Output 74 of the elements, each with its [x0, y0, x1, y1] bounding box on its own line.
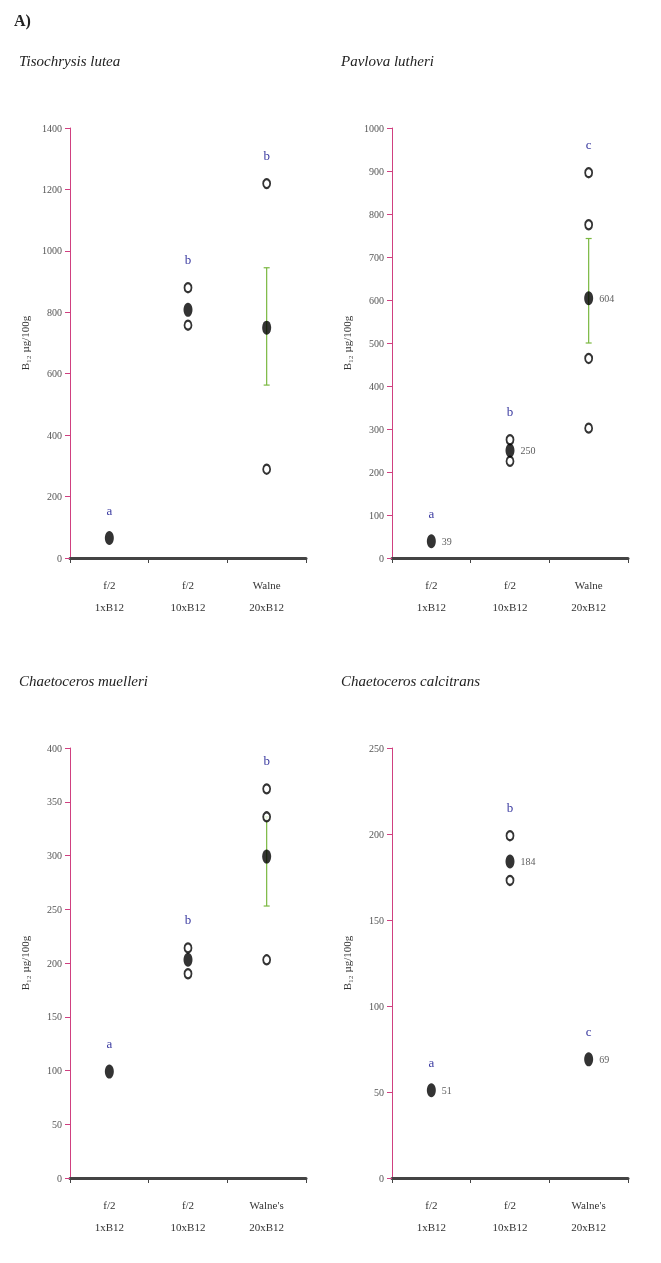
data-label: 604 [599, 292, 615, 304]
y-tick-label: 400 [369, 380, 384, 392]
annotation: b [263, 753, 270, 769]
y-tick-label: 900 [369, 165, 384, 177]
y-tick-label: 250 [369, 742, 384, 754]
chart-title: Pavlova lutheri [340, 52, 434, 69]
y-tick-label: 300 [369, 423, 384, 435]
y-tick-label: 200 [369, 828, 384, 840]
point [505, 874, 515, 886]
y-tick-label: 250 [47, 903, 62, 915]
y-axis-title: B₁₂ µg/100g [340, 935, 353, 991]
y-axis-title: B₁₂ µg/100g [18, 315, 31, 371]
annotation: a [428, 505, 435, 521]
y-tick-label: 100 [369, 509, 384, 521]
y-tick-label: 300 [47, 850, 62, 861]
y-tick-label: 0 [379, 1172, 384, 1184]
data-label: 39 [441, 535, 452, 547]
y-axis-title: B₁₂ µg/100g [18, 935, 31, 991]
y-tick-label: 350 [47, 796, 62, 808]
y-tick-label: 100 [47, 1065, 62, 1076]
y-tick-label: 100 [369, 1000, 384, 1012]
x-tick-label: f/2 1xB12 [94, 579, 125, 613]
y-tick-label: 200 [47, 491, 62, 503]
x-tick-label: f/2 1xB12 [416, 579, 447, 613]
chart-title: Chaetoceros muelleri [19, 672, 149, 689]
x-tick-label: f/2 10xB12 [492, 1199, 528, 1233]
y-tick-label: 200 [47, 957, 62, 969]
y-tick-label: 500 [369, 337, 384, 349]
annotation: a [106, 502, 113, 518]
y-tick-label: 0 [379, 552, 384, 564]
annotation: b [263, 148, 270, 164]
x-tick-label: f/2 1xB12 [94, 1199, 125, 1233]
y-tick-label: 600 [47, 368, 62, 380]
y-tick-label: 200 [369, 466, 384, 478]
y-tick-label: 0 [57, 552, 62, 564]
annotation: b [184, 912, 192, 928]
y-tick-label: 1400 [42, 122, 62, 134]
x-tick-label: f/2 10xB12 [492, 579, 528, 613]
x-tick-label: f/2 10xB12 [170, 579, 206, 613]
data-label: 184 [520, 856, 536, 868]
text: A) [14, 11, 31, 30]
y-tick-label: 150 [369, 914, 384, 926]
y-tick-label: 1000 [42, 245, 62, 257]
annotation: a [106, 1036, 113, 1052]
annotation: b [506, 800, 514, 816]
y-tick-label: 50 [374, 1086, 384, 1098]
data-label: 250 [520, 445, 536, 456]
y-tick-label: 0 [57, 1172, 62, 1184]
y-tick-label: 400 [47, 742, 62, 754]
data-label: 51 [441, 1084, 452, 1096]
y-tick-label: 400 [47, 429, 62, 441]
y-tick-label: 50 [52, 1118, 62, 1130]
y-tick-label: 600 [369, 294, 384, 306]
y-tick-label: 800 [369, 208, 384, 220]
data-label: 69 [599, 1053, 610, 1065]
annotation: c [585, 137, 592, 153]
x-tick-label: f/2 10xB12 [170, 1199, 206, 1233]
y-tick-label: 800 [47, 306, 62, 318]
annotation: a [428, 1054, 435, 1070]
y-tick-label: 700 [369, 251, 384, 263]
chart-title: Tisochrysis lutea [19, 52, 121, 69]
y-tick-label: 1200 [42, 183, 62, 195]
x-tick-label: Walne 20xB12 [249, 579, 285, 613]
annotation: b [506, 404, 514, 420]
annotation: c [585, 1023, 592, 1039]
y-axis-title: B₁₂ µg/100g [340, 315, 353, 371]
annotation: b [184, 252, 192, 268]
chart-title: Chaetoceros calcitrans [341, 672, 481, 689]
x-tick-label: Walne's 20xB12 [249, 1199, 285, 1233]
x-tick-label: f/2 1xB12 [416, 1199, 447, 1233]
y-tick-label: 150 [47, 1011, 62, 1023]
x-tick-label: Walne's 20xB12 [571, 1199, 607, 1233]
y-tick-label: 1000 [364, 122, 384, 134]
x-tick-label: Walne 20xB12 [571, 579, 607, 613]
